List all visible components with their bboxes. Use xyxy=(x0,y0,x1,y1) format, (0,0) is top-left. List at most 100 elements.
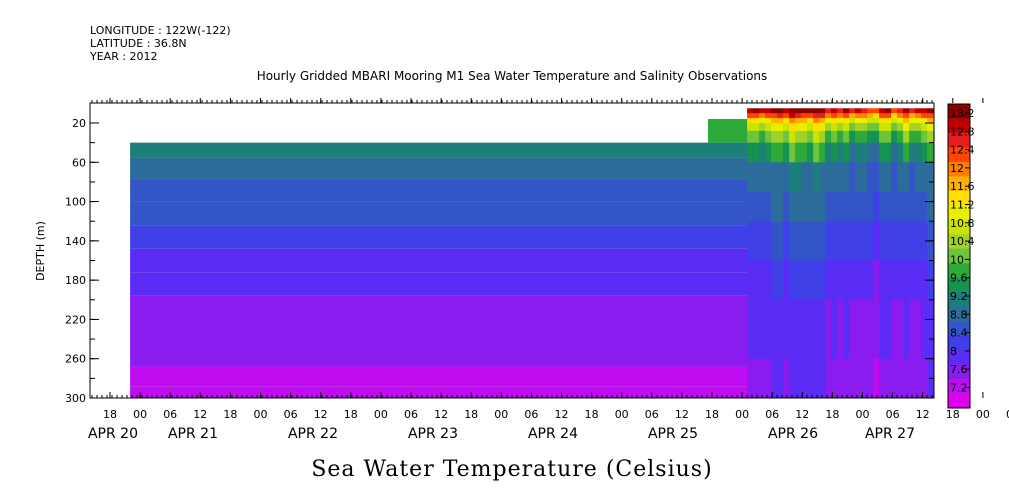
surface-cell xyxy=(795,191,802,222)
surface-cell xyxy=(873,108,880,114)
surface-cell xyxy=(843,191,850,222)
colorbar-label: 10.4 xyxy=(950,235,975,248)
y-tick-label: 300 xyxy=(65,392,86,405)
surface-cell xyxy=(795,118,802,124)
surface-cell xyxy=(837,358,844,398)
y-tick-label: 60 xyxy=(72,156,86,169)
surface-cell xyxy=(759,113,766,119)
surface-cell xyxy=(807,118,814,124)
surface-cell xyxy=(927,123,934,132)
surface-cell xyxy=(843,142,850,163)
surface-cell xyxy=(753,221,760,261)
colorbar-swatch xyxy=(948,104,970,119)
surface-cell xyxy=(831,299,838,360)
surface-cell xyxy=(849,142,856,163)
surface-cell xyxy=(873,130,880,144)
surface-cell xyxy=(867,221,874,261)
surface-cell xyxy=(927,130,934,144)
surface-cell xyxy=(897,221,904,261)
surface-cell xyxy=(891,142,898,163)
surface-cell xyxy=(927,191,934,222)
surface-cell xyxy=(873,113,880,119)
surface-cell xyxy=(843,123,850,132)
surface-cell xyxy=(855,108,862,114)
surface-cell xyxy=(747,118,754,124)
surface-cell xyxy=(765,358,772,398)
surface-cell xyxy=(897,162,904,193)
surface-cell xyxy=(759,123,766,132)
surface-cell xyxy=(927,299,934,360)
surface-cell xyxy=(747,299,754,360)
colorbar-swatch xyxy=(948,263,970,279)
surface-cell xyxy=(927,108,934,114)
surface-cell xyxy=(765,221,772,261)
surface-cell xyxy=(789,113,796,119)
surface-cell xyxy=(909,118,916,124)
x-hour-label: 18 xyxy=(825,408,839,421)
surface-cell xyxy=(819,260,826,301)
surface-cell xyxy=(849,191,856,222)
surface-cell xyxy=(897,142,904,163)
surface-cell xyxy=(879,299,886,360)
surface-cell xyxy=(759,130,766,144)
surface-cell xyxy=(813,358,820,398)
surface-cell xyxy=(903,191,910,222)
surface-cell xyxy=(825,191,832,222)
surface-cell xyxy=(855,358,862,398)
surface-cell xyxy=(885,142,892,163)
surface-cell xyxy=(777,221,784,261)
y-tick-label: 220 xyxy=(65,313,86,326)
surface-cell xyxy=(909,108,916,114)
surface-cell xyxy=(927,118,934,124)
surface-cell xyxy=(855,299,862,360)
surface-cell xyxy=(765,130,772,144)
colorbar-swatch xyxy=(948,118,970,134)
surface-cell xyxy=(783,260,790,301)
surface-cell xyxy=(813,142,820,163)
surface-cell xyxy=(897,191,904,222)
surface-cell xyxy=(903,162,910,193)
surface-cell xyxy=(915,221,922,261)
surface-cell xyxy=(759,191,766,222)
surface-cell xyxy=(867,142,874,163)
colorbar-swatch xyxy=(948,132,970,148)
surface-cell xyxy=(921,162,928,193)
surface-cell xyxy=(867,113,874,119)
surface-cell xyxy=(807,299,814,360)
plot-area xyxy=(89,102,935,399)
surface-cell xyxy=(801,260,808,301)
surface-cell xyxy=(801,108,808,114)
surface-cell xyxy=(795,142,802,163)
surface-cell xyxy=(921,118,928,124)
surface-cell xyxy=(879,260,886,301)
surface-cell xyxy=(903,118,910,124)
surface-cell xyxy=(867,130,874,144)
surface-cell xyxy=(885,299,892,360)
x-hour-label: 18 xyxy=(585,408,599,421)
surface-cell xyxy=(783,108,790,114)
surface-cell xyxy=(831,108,838,114)
colorbar-swatch xyxy=(948,393,970,409)
surface-cell xyxy=(849,221,856,261)
colorbar-swatch xyxy=(948,335,970,351)
surface-cell xyxy=(843,130,850,144)
surface-cell xyxy=(879,162,886,193)
surface-cell xyxy=(885,113,892,119)
surface-cell xyxy=(891,118,898,124)
colorbar-label: 10.8 xyxy=(950,217,975,230)
surface-cell xyxy=(753,358,760,398)
x-hour-label: 12 xyxy=(193,408,207,421)
surface-cell xyxy=(861,118,868,124)
colorbar-label: 8.4 xyxy=(950,327,968,340)
longitude-label: LONGITUDE : 122W(-122) xyxy=(90,24,231,37)
surface-cell xyxy=(765,113,772,119)
surface-cell xyxy=(849,260,856,301)
surface-cell xyxy=(753,130,760,144)
colorbar-label: 12 xyxy=(950,162,964,175)
surface-cell xyxy=(891,162,898,193)
surface-cell xyxy=(891,191,898,222)
surface-cell xyxy=(801,118,808,124)
surface-cell xyxy=(819,299,826,360)
surface-cell xyxy=(873,123,880,132)
x-hour-label: 18 xyxy=(103,408,117,421)
